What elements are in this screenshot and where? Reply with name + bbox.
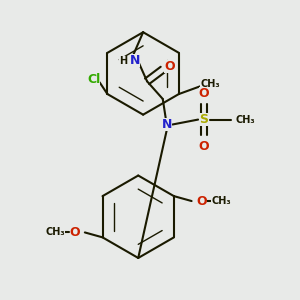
Text: Cl: Cl	[87, 73, 100, 86]
Text: O: O	[164, 60, 175, 73]
Text: O: O	[199, 140, 209, 153]
Text: O: O	[196, 194, 207, 208]
Text: N: N	[161, 118, 172, 131]
Text: S: S	[200, 113, 208, 126]
Text: CH₃: CH₃	[211, 196, 231, 206]
Text: N: N	[130, 54, 140, 67]
Text: CH₃: CH₃	[200, 79, 220, 89]
Text: CH₃: CH₃	[46, 227, 65, 237]
Text: O: O	[70, 226, 80, 239]
Text: CH₃: CH₃	[236, 115, 255, 124]
Text: O: O	[199, 87, 209, 100]
Text: H: H	[119, 56, 128, 66]
